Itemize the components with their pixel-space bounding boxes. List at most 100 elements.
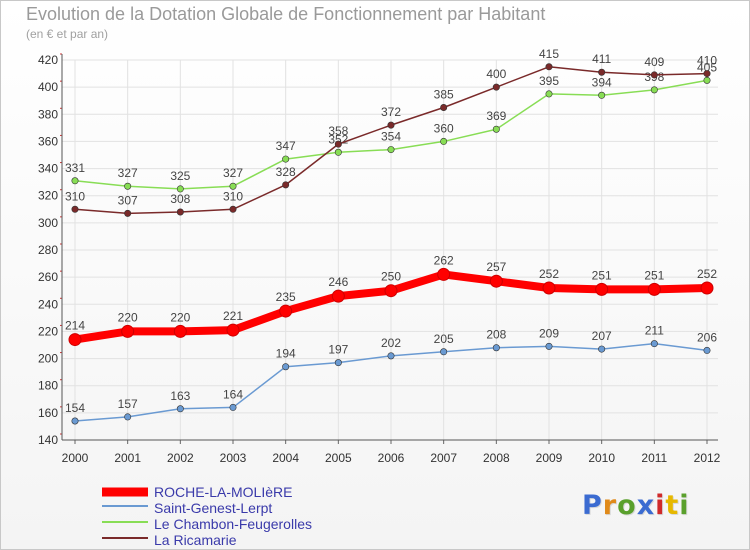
data-point (229, 205, 237, 213)
y-tick-label: 300 (38, 216, 58, 230)
x-tick-label: 2007 (430, 451, 457, 465)
data-label: 307 (118, 193, 138, 207)
x-tick-label: 2009 (536, 451, 563, 465)
data-point (492, 83, 500, 91)
data-label: 405 (697, 60, 717, 74)
data-label: 205 (434, 332, 454, 346)
logo-letter: t (665, 490, 680, 521)
data-label: 164 (223, 387, 243, 401)
data-point (334, 359, 342, 367)
data-label: 194 (276, 347, 296, 361)
data-label: 257 (486, 260, 506, 274)
data-point (124, 413, 132, 421)
data-label: 220 (170, 310, 190, 324)
x-tick-label: 2011 (641, 451, 667, 465)
logo-letter: P (582, 490, 603, 521)
data-point (703, 76, 711, 84)
y-tick-label: 200 (38, 352, 58, 366)
y-tick-label: 420 (38, 53, 58, 67)
y-tick-label: 360 (38, 134, 58, 148)
proxiti-logo: Proxiti (582, 490, 690, 521)
data-point (124, 182, 132, 190)
logo-letter: i (655, 490, 666, 521)
legend-label-chambon: Le Chambon-Feugerolles (154, 516, 312, 532)
data-point (545, 90, 553, 98)
data-label: 197 (328, 343, 348, 357)
data-point (647, 282, 661, 296)
y-tick-label: 140 (38, 433, 58, 447)
data-point (387, 146, 395, 154)
data-point (71, 205, 79, 213)
data-label: 207 (592, 329, 612, 343)
data-point (545, 342, 553, 350)
data-point (124, 209, 132, 217)
data-label: 163 (170, 389, 190, 403)
x-tick-label: 2002 (167, 451, 194, 465)
data-label: 221 (223, 309, 243, 323)
data-label: 369 (486, 109, 506, 123)
data-point (282, 181, 290, 189)
data-point (68, 333, 82, 347)
y-tick-label: 380 (38, 107, 58, 121)
data-label: 327 (223, 166, 243, 180)
x-tick-label: 2003 (220, 451, 247, 465)
data-label: 409 (644, 55, 664, 69)
data-point (229, 182, 237, 190)
data-point (176, 208, 184, 216)
legend-swatch-roche (102, 487, 148, 497)
data-label: 385 (434, 88, 454, 102)
y-tick-label: 180 (38, 379, 58, 393)
data-label: 211 (645, 324, 664, 338)
data-label: 354 (381, 130, 401, 144)
data-point (440, 137, 448, 145)
data-label: 372 (381, 105, 401, 119)
data-label: 400 (486, 67, 506, 81)
x-tick-label: 2010 (588, 451, 615, 465)
data-label: 206 (697, 330, 717, 344)
data-point (279, 304, 293, 318)
data-label: 347 (276, 139, 296, 153)
data-label: 251 (644, 268, 664, 282)
data-point (598, 91, 606, 99)
data-label: 410 (697, 54, 717, 68)
y-tick-label: 240 (38, 297, 58, 311)
logo-letter: x (636, 490, 656, 521)
data-point (492, 344, 500, 352)
chart-title: Evolution de la Dotation Globale de Fonc… (26, 4, 546, 24)
data-label: 360 (434, 121, 454, 135)
data-point (545, 63, 553, 71)
data-label: 250 (381, 270, 401, 284)
data-point (700, 281, 714, 295)
data-point (492, 125, 500, 133)
x-tick-label: 2006 (378, 451, 405, 465)
logo-letter: i (679, 490, 690, 521)
data-point (282, 363, 290, 371)
data-point (331, 289, 345, 303)
legend-label-ricamarie: La Ricamarie (154, 532, 237, 548)
x-tick-label: 2005 (325, 451, 352, 465)
data-point (703, 346, 711, 354)
data-point (71, 417, 79, 425)
y-tick-label: 160 (38, 406, 58, 420)
data-point (71, 177, 79, 185)
data-label: 235 (276, 290, 296, 304)
legend-swatch-chambon (102, 521, 148, 523)
data-label: 154 (65, 401, 85, 415)
data-point (387, 352, 395, 360)
data-label: 262 (434, 253, 454, 267)
data-point (121, 324, 135, 338)
x-tick-label: 2008 (483, 451, 510, 465)
data-label: 214 (65, 319, 85, 333)
data-point (542, 281, 556, 295)
x-tick-label: 2004 (272, 451, 299, 465)
data-point (387, 121, 395, 129)
chart-subtitle: (en € et par an) (26, 27, 109, 41)
data-point (437, 267, 451, 281)
data-label: 331 (65, 161, 85, 175)
y-tick-label: 340 (38, 162, 58, 176)
data-point (334, 148, 342, 156)
data-label: 209 (539, 326, 559, 340)
data-label: 325 (170, 169, 190, 183)
data-label: 310 (65, 189, 85, 203)
